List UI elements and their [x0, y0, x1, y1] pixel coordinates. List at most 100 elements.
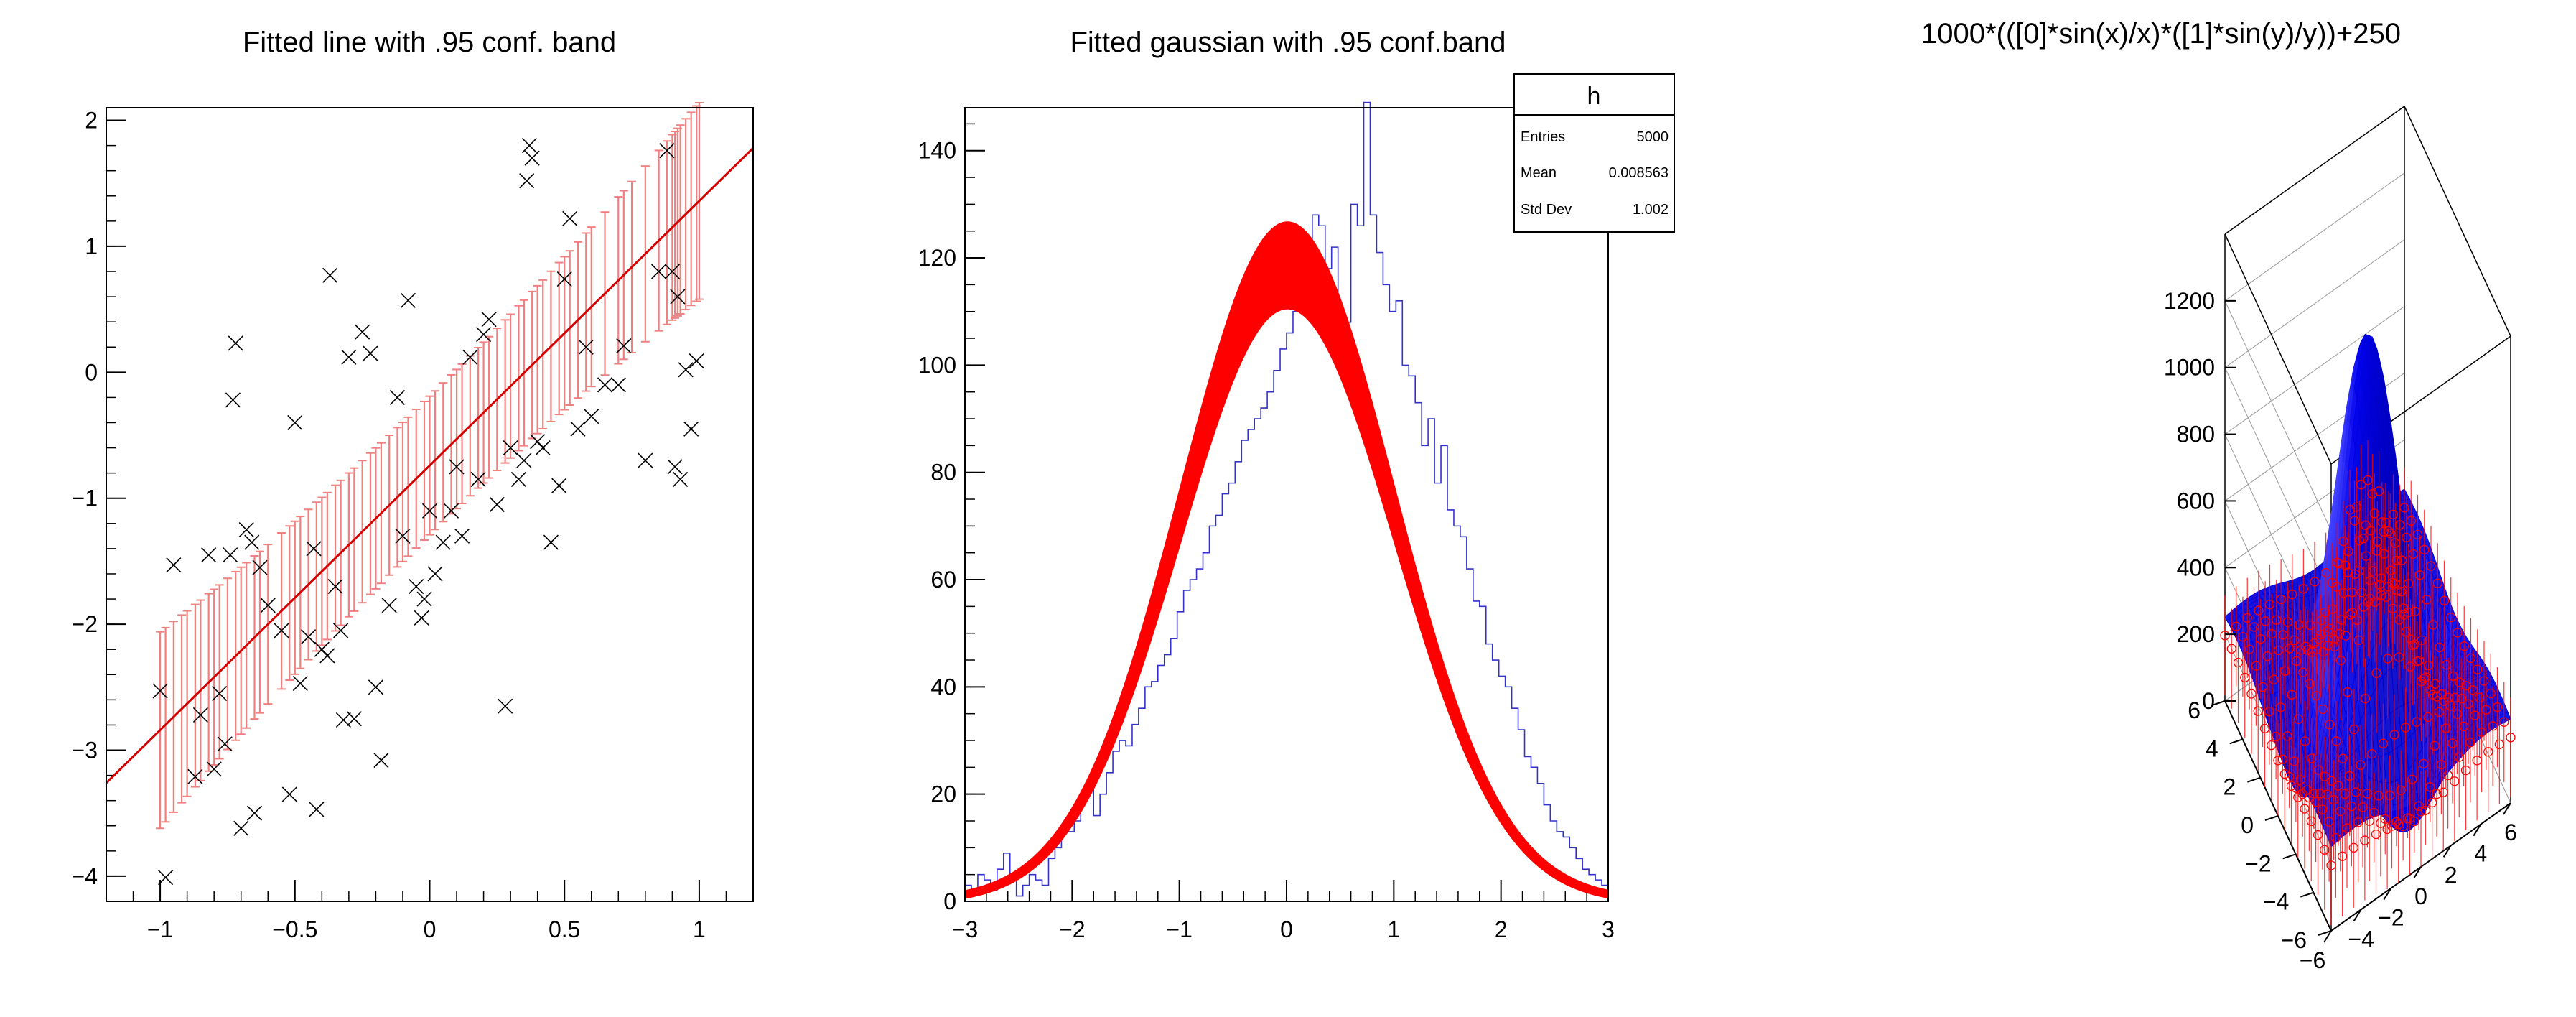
conf-band: [964, 221, 1609, 899]
data-marker: [2349, 516, 2360, 526]
data-point: [664, 264, 680, 279]
x-tick-label: −4: [2348, 926, 2374, 952]
y-tick-label: 1: [85, 233, 98, 259]
data-marker: [2371, 668, 2381, 678]
y-tick-label: −3: [72, 738, 98, 763]
x-tick: [2503, 802, 2511, 815]
data-point: [516, 452, 532, 468]
y-tick: [2282, 853, 2296, 860]
data-marker: [2335, 655, 2346, 666]
data-point: [510, 471, 526, 487]
stats-value-mean: 0.008563: [1609, 165, 1669, 181]
pad-gaussian-fit: Fitted gaussian with .95 conf.band −3 −2 −…: [918, 27, 1675, 942]
x-tick-label: 2: [1495, 916, 1508, 942]
data-point: [306, 541, 322, 557]
data-marker: [2396, 785, 2406, 795]
data-marker: [2325, 720, 2335, 730]
data-point: [395, 528, 411, 544]
data-marker: [2220, 631, 2230, 641]
data-marker: [2342, 687, 2353, 697]
x-tick-label: 2: [2445, 862, 2458, 888]
data-marker: [2307, 753, 2317, 763]
data-point: [578, 339, 594, 355]
x-tick-label: −6: [2300, 947, 2325, 973]
data-point: [535, 440, 551, 456]
y-tick-label: 0: [943, 888, 956, 914]
data-point: [389, 389, 406, 405]
data-marker: [2506, 733, 2516, 743]
data-marker: [2353, 635, 2363, 646]
data-marker: [2254, 605, 2264, 616]
data-point: [556, 271, 572, 287]
data-point: [158, 870, 174, 886]
y-tick-label: −1: [72, 486, 98, 511]
data-marker: [2385, 529, 2395, 539]
data-point: [416, 591, 432, 607]
data-point: [597, 377, 613, 393]
x-tick-label: 1: [693, 916, 706, 942]
y-tick-label: 2: [2223, 774, 2236, 800]
data-point: [454, 528, 470, 544]
data-point: [427, 566, 443, 582]
data-marker: [2383, 654, 2393, 664]
data-point: [470, 471, 486, 487]
y-tick-label: 60: [930, 567, 956, 593]
data-point: [489, 496, 505, 513]
data-marker: [2379, 526, 2389, 537]
data-point: [584, 409, 599, 424]
y-tick-label: 120: [918, 245, 956, 271]
data-marker: [2486, 688, 2496, 699]
data-point: [166, 557, 182, 573]
data-point: [462, 349, 478, 365]
chart-title: 1000*(([0]*sin(x)/x)*([1]*sin(y)/y))+250: [1921, 18, 2401, 50]
data-marker: [2366, 526, 2376, 536]
data-point: [373, 752, 389, 768]
data-marker: [2400, 723, 2411, 733]
x-tick-label: 4: [2474, 841, 2487, 867]
data-point: [689, 353, 704, 369]
data-point: [223, 547, 238, 563]
data-marker: [2242, 613, 2252, 623]
x-tick-label: 6: [2504, 819, 2517, 845]
data-marker: [2361, 520, 2371, 531]
data-marker: [2338, 753, 2348, 763]
z-tick-label: 400: [2177, 554, 2215, 580]
box-edge: [2224, 106, 2405, 235]
data-point: [319, 648, 335, 664]
data-marker: [2356, 760, 2366, 770]
data-point: [341, 349, 357, 365]
data-marker: [2377, 517, 2387, 527]
data-point: [314, 641, 330, 657]
pad-linear-fit: Fitted line with .95 conf. band −1 −0.5 0 0…: [72, 27, 755, 942]
x-tick-label: 3: [1602, 916, 1615, 942]
x-tick-label: −3: [952, 916, 978, 942]
x-tick-label: 0: [424, 916, 437, 942]
data-point: [233, 820, 249, 836]
data-point: [400, 292, 416, 308]
data-marker: [2399, 503, 2409, 513]
data-point: [530, 434, 546, 450]
data-marker: [2360, 693, 2371, 704]
y-tick: [2300, 891, 2314, 898]
data-point: [524, 150, 540, 166]
z-tick-label: 0: [2202, 688, 2215, 714]
y-tick-label: 0: [85, 359, 98, 385]
y-tick-label: 6: [2188, 697, 2201, 723]
x-tick-label: −1: [1166, 916, 1192, 942]
data-point: [570, 421, 586, 437]
data-marker: [2331, 736, 2341, 746]
data-point: [252, 559, 268, 575]
data-point: [152, 683, 168, 699]
x-tick: [2383, 888, 2392, 901]
data-point: [519, 173, 535, 189]
grid-line: [2224, 300, 2332, 531]
data-point: [409, 578, 424, 595]
data-point: [363, 345, 378, 361]
y-tick-label: −6: [2281, 927, 2307, 953]
z-tick-label: 800: [2177, 422, 2215, 447]
data-point: [187, 768, 203, 784]
stats-box-title: h: [1587, 83, 1601, 110]
data-marker: [2367, 749, 2377, 759]
plot-frame: [964, 107, 1609, 902]
grid-line: [2224, 239, 2405, 368]
